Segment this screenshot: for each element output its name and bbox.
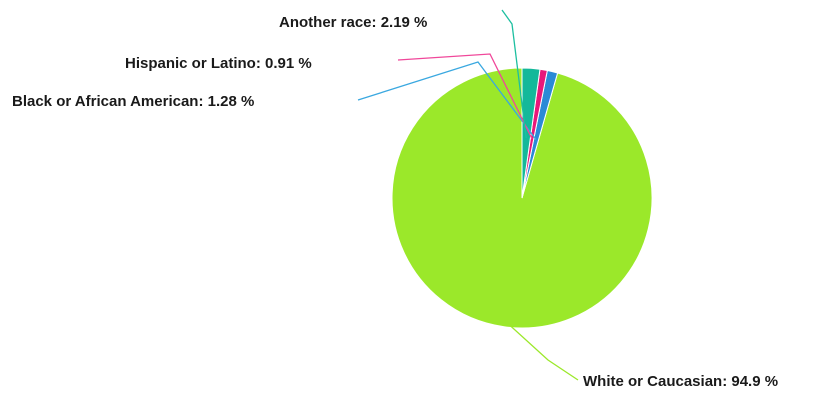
leader-line-black-or-african-american xyxy=(357,61,537,141)
slice-label-another-race: Another race: 2.19 % xyxy=(279,14,427,31)
leader-line-another-race xyxy=(501,9,527,139)
pie-slices xyxy=(391,67,653,329)
leader-line-hispanic-or-latino xyxy=(397,53,533,140)
leader-line-white-or-caucasian xyxy=(504,320,579,381)
slice-label-hispanic-or-latino: Hispanic or Latino: 0.91 % xyxy=(125,55,312,72)
label-leader-lines xyxy=(357,9,579,381)
slice-label-black-or-african-american: Black or African American: 1.28 % xyxy=(12,93,254,110)
slice-label-white-or-caucasian: White or Caucasian: 94.9 % xyxy=(583,373,778,390)
